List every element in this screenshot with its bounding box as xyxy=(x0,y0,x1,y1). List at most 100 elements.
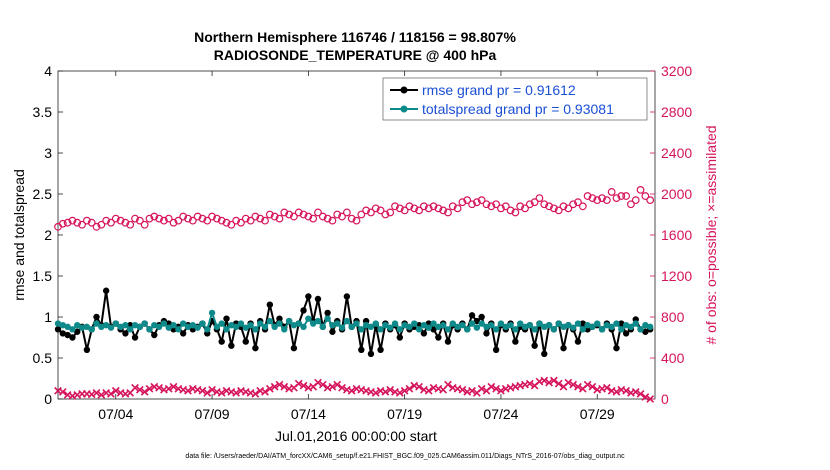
obs-assimilated-point xyxy=(444,380,452,389)
data-point xyxy=(64,323,71,331)
data-point xyxy=(507,322,514,329)
data-point xyxy=(276,315,283,322)
data-point xyxy=(411,320,418,327)
obs-possible-point xyxy=(400,206,409,215)
obs-possible-point xyxy=(602,196,611,205)
data-point xyxy=(541,323,548,331)
data-point xyxy=(102,287,110,294)
obs-assimilated-point xyxy=(318,380,327,389)
left-y-tick-label: 3.5 xyxy=(33,104,53,120)
data-point xyxy=(324,309,331,317)
data-point xyxy=(377,346,384,353)
data-point xyxy=(560,323,567,331)
data-point xyxy=(165,324,172,331)
data-point xyxy=(646,323,654,331)
data-point xyxy=(83,346,91,353)
data-file-footnote: data file: /Users/raeder/DAI/ATM_forcXX/… xyxy=(185,453,625,460)
obs-assimilated-point xyxy=(636,390,645,398)
right-y-tick-label: 3200 xyxy=(661,63,692,79)
data-point xyxy=(146,326,153,333)
data-point xyxy=(483,330,490,337)
obs-assimilated-point xyxy=(135,385,144,394)
obs-possible-point xyxy=(559,202,568,211)
data-point xyxy=(497,320,505,327)
data-point xyxy=(102,322,110,329)
obs-possible-point xyxy=(453,204,462,213)
data-point xyxy=(492,346,500,353)
obs-possible-point xyxy=(410,204,419,213)
data-point xyxy=(179,320,187,327)
obs-possible-point xyxy=(646,196,655,205)
obs-assimilated-point xyxy=(169,382,178,391)
obs-possible-point xyxy=(511,208,520,217)
obs-possible-point xyxy=(193,212,202,221)
obs-possible-point xyxy=(352,216,361,225)
data-point xyxy=(54,320,62,327)
data-point xyxy=(367,350,375,358)
data-point xyxy=(521,323,529,331)
obs-possible-point xyxy=(188,216,197,225)
data-point xyxy=(618,326,625,333)
obs-possible-point xyxy=(487,202,496,211)
data-point xyxy=(430,326,437,333)
obs-possible-point xyxy=(131,214,139,223)
data-point xyxy=(574,338,582,345)
obs-possible-point xyxy=(270,212,279,221)
obs-possible-point xyxy=(294,208,303,217)
legend-box xyxy=(382,77,648,121)
data-point xyxy=(598,326,606,333)
data-point xyxy=(372,320,379,327)
data-point xyxy=(362,322,370,329)
data-point xyxy=(603,322,611,329)
obs-assimilated-point xyxy=(294,379,303,388)
data-point xyxy=(512,338,519,345)
data-point xyxy=(151,331,158,339)
obs-assimilated-point xyxy=(386,385,395,394)
data-point xyxy=(541,350,548,358)
obs-possible-point xyxy=(367,208,375,217)
right-y-tick-label: 0 xyxy=(661,391,669,407)
data-point xyxy=(353,320,360,327)
data-point xyxy=(74,322,81,329)
data-point xyxy=(213,323,221,331)
data-point xyxy=(266,317,274,325)
obs-assimilated-point xyxy=(333,380,342,389)
data-point xyxy=(425,324,432,331)
obs-possible-point xyxy=(569,200,578,209)
data-point xyxy=(516,320,524,327)
series-1 xyxy=(54,309,654,333)
obs-possible-point xyxy=(468,200,476,209)
obs-possible-point xyxy=(68,216,77,225)
series-layer xyxy=(54,185,655,403)
obs-assimilated-point xyxy=(217,388,226,397)
obs-assimilated-point xyxy=(338,383,346,392)
obs-possible-point xyxy=(439,206,448,215)
data-point xyxy=(454,323,461,331)
obs-possible-point xyxy=(420,202,428,211)
obs-possible-point xyxy=(424,204,433,213)
obs-possible-point xyxy=(448,202,457,211)
data-point xyxy=(98,323,105,331)
data-point xyxy=(401,322,408,329)
obs-possible-point xyxy=(241,214,250,223)
data-point xyxy=(618,320,625,327)
left-y-axis-label: rmse and totalspread xyxy=(11,169,27,301)
x-axis: 07/04 07/09 07/14 07/19 07/24 07/29 xyxy=(98,71,615,422)
legend-rmse-label: rmse grand pr = 0.91612 xyxy=(422,82,576,98)
data-point xyxy=(83,323,91,331)
obs-possible-point xyxy=(357,210,366,219)
data-point xyxy=(420,330,428,337)
obs-assimilated-point xyxy=(261,387,269,396)
data-point xyxy=(69,334,76,341)
obs-possible-point xyxy=(472,198,481,207)
data-point xyxy=(439,322,447,329)
obs-possible-point xyxy=(347,214,356,223)
data-point xyxy=(271,323,278,331)
obs-assimilated-point xyxy=(545,378,553,387)
data-point xyxy=(435,334,442,341)
data-point xyxy=(406,323,413,331)
obs-assimilated-point xyxy=(564,378,573,387)
obs-possible-point xyxy=(265,210,274,219)
obs-possible-point xyxy=(583,192,592,200)
obs-possible-point xyxy=(328,216,337,225)
